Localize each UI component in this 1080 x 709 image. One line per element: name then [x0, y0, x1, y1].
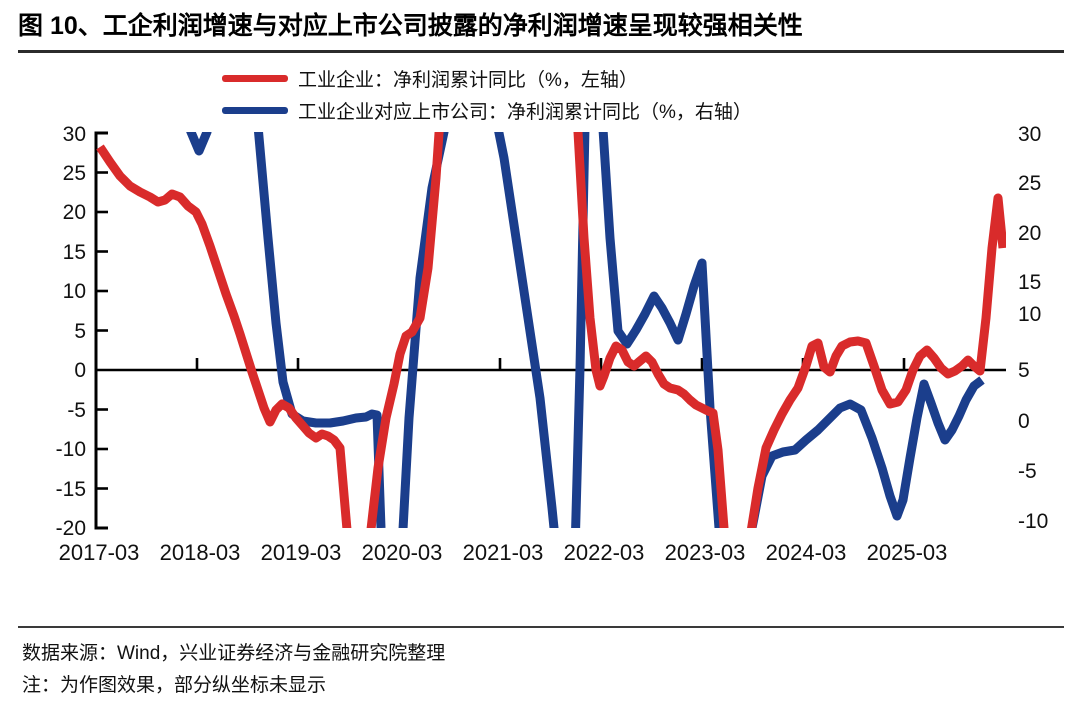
right-tick-20: 20 — [1018, 222, 1041, 245]
x-tick-2023-03: 2023-03 — [665, 540, 746, 565]
x-tick-2022-03: 2022-03 — [564, 540, 645, 565]
x-tick-2024-03: 2024-03 — [766, 540, 847, 565]
x-tick-labels: 2017-03 2018-03 2019-03 2020-03 2021-03 … — [59, 540, 948, 565]
x-tick-2017-03: 2017-03 — [59, 540, 140, 565]
right-tick-15: 15 — [1018, 271, 1041, 294]
left-tick-labels: 30 25 20 15 10 5 0 -5 -10 -15 -20 — [56, 123, 86, 540]
chart-plot-area: 30 25 20 15 10 5 0 -5 -10 -15 -20 30 25 … — [0, 118, 1080, 588]
left-tick-15: 15 — [63, 241, 86, 264]
x-tick-2019-03: 2019-03 — [261, 540, 342, 565]
left-tick-m15: -15 — [56, 478, 86, 501]
series-group — [96, 132, 1006, 528]
footer-divider — [18, 626, 1064, 628]
x-tick-2018-03: 2018-03 — [160, 540, 241, 565]
left-tick-m10: -10 — [56, 438, 86, 461]
series-line-blue — [186, 132, 985, 528]
left-tick-25: 25 — [63, 162, 86, 185]
legend-swatch-blue — [222, 106, 288, 114]
x-tick-2020-03: 2020-03 — [362, 540, 443, 565]
right-tick-0: 0 — [1018, 410, 1030, 433]
right-tick-5: 5 — [1018, 359, 1030, 382]
left-axis — [94, 131, 108, 530]
left-tick-5: 5 — [74, 320, 86, 343]
legend-label-red: 工业企业：净利润累计同比（%，左轴） — [298, 69, 638, 91]
figure-footer: 数据来源：Wind，兴业证券经济与金融研究院整理 注：为作图效果，部分纵坐标未显… — [22, 638, 1062, 702]
note-line: 注：为作图效果，部分纵坐标未显示 — [22, 675, 327, 696]
right-tick-m5: -5 — [1018, 460, 1037, 483]
legend-item-blue: 工业企业对应上市公司：净利润累计同比（%，右轴） — [222, 94, 922, 126]
left-tick-m5: -5 — [67, 399, 86, 422]
left-tick-20: 20 — [63, 201, 86, 224]
right-tick-10: 10 — [1018, 303, 1041, 326]
x-tick-2021-03: 2021-03 — [463, 540, 544, 565]
chart-legend: 工业企业：净利润累计同比（%，左轴） 工业企业对应上市公司：净利润累计同比（%，… — [222, 62, 922, 126]
source-line: 数据来源：Wind，兴业证券经济与金融研究院整理 — [22, 643, 446, 664]
left-tick-10: 10 — [63, 280, 86, 303]
figure-title-block: 图 10、工企利润增速与对应上市公司披露的净利润增速呈现较强相关性 — [18, 10, 1064, 42]
legend-item-red: 工业企业：净利润累计同比（%，左轴） — [222, 62, 922, 94]
right-tick-30: 30 — [1018, 123, 1041, 146]
left-axis-ticks — [96, 171, 108, 490]
series-line-red — [96, 132, 1006, 528]
left-tick-m20: -20 — [56, 517, 86, 540]
right-tick-m10: -10 — [1018, 510, 1048, 533]
chart-svg: 30 25 20 15 10 5 0 -5 -10 -15 -20 30 25 … — [56, 123, 1049, 565]
x-tick-2025-03: 2025-03 — [867, 540, 948, 565]
title-divider — [18, 50, 1064, 53]
left-tick-0: 0 — [74, 359, 86, 382]
right-tick-25: 25 — [1018, 172, 1041, 195]
legend-swatch-red — [222, 74, 288, 82]
legend-label-blue: 工业企业对应上市公司：净利润累计同比（%，右轴） — [298, 101, 752, 123]
page-title: 图 10、工企利润增速与对应上市公司披露的净利润增速呈现较强相关性 — [18, 12, 803, 40]
left-tick-30: 30 — [63, 123, 86, 146]
x-axis-ticks — [94, 358, 906, 370]
right-tick-labels: 30 25 20 15 10 5 0 -5 -10 — [1018, 123, 1048, 533]
